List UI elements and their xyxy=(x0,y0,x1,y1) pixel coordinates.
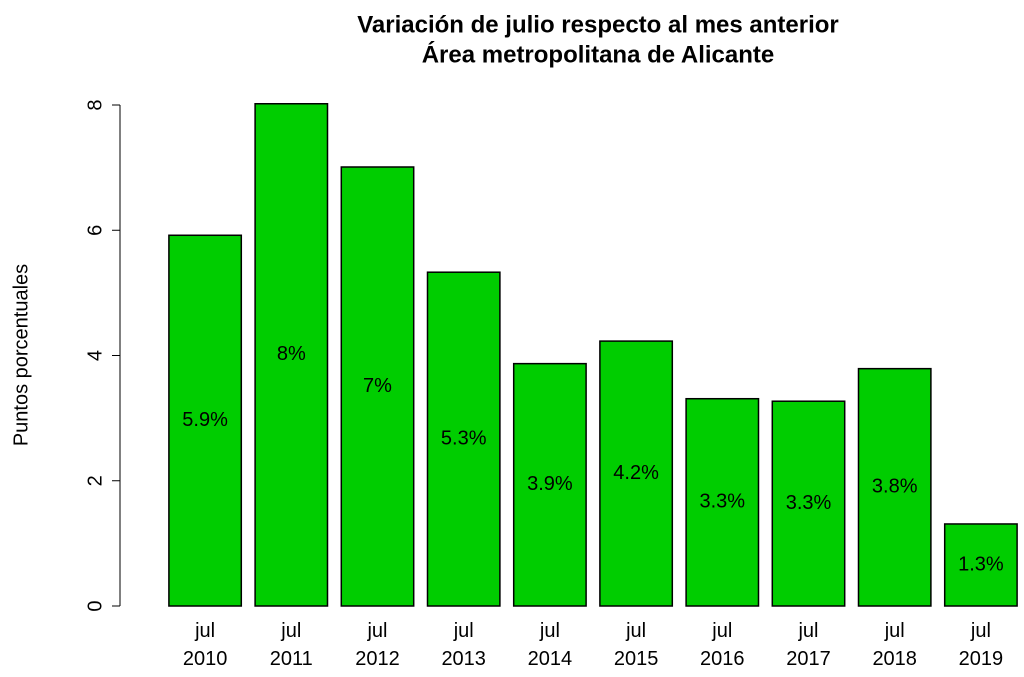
value-label: 5.3% xyxy=(441,427,487,449)
x-tick-label: jul 2019 xyxy=(959,620,1004,670)
bar xyxy=(857,367,932,607)
y-tick-label: 8 xyxy=(84,99,106,110)
y-tick-label: 6 xyxy=(84,225,106,236)
bar xyxy=(771,400,846,607)
value-label: 3.8% xyxy=(872,476,918,498)
y-tick-label: 0 xyxy=(84,600,106,611)
bar xyxy=(168,234,243,607)
x-tick-label: jul 2018 xyxy=(872,620,917,670)
bar xyxy=(512,362,587,607)
bar xyxy=(685,397,760,607)
x-tick-label: jul 2014 xyxy=(528,620,573,670)
y-tick-label: 2 xyxy=(84,475,106,486)
value-label: 8% xyxy=(277,343,306,365)
x-tick-label: jul 2017 xyxy=(786,620,831,670)
x-tick-label: jul 2013 xyxy=(441,620,486,670)
bar xyxy=(254,102,329,607)
value-label: 3.3% xyxy=(700,491,746,513)
bar xyxy=(943,523,1018,607)
x-tick-label: jul 2011 xyxy=(270,620,313,670)
value-label: 5.9% xyxy=(182,409,228,431)
x-tick-label: jul 2012 xyxy=(355,620,400,670)
x-tick-label: jul 2010 xyxy=(183,620,228,670)
value-label: 4.2% xyxy=(613,462,659,484)
bar xyxy=(340,166,415,607)
bar xyxy=(426,271,501,607)
y-axis-label: Puntos porcentuales xyxy=(10,264,32,446)
value-label: 7% xyxy=(363,375,392,397)
x-tick-label: jul 2015 xyxy=(614,620,659,670)
chart-title: Variación de julio respecto al mes anter… xyxy=(357,11,839,38)
value-label: 3.3% xyxy=(786,492,832,514)
bar xyxy=(599,340,674,607)
chart-subtitle: Área metropolitana de Alicante xyxy=(422,40,775,68)
y-tick-label: 4 xyxy=(84,350,106,361)
value-label: 3.9% xyxy=(527,473,573,495)
value-label: 1.3% xyxy=(958,553,1004,575)
x-tick-label: jul 2016 xyxy=(700,620,745,670)
